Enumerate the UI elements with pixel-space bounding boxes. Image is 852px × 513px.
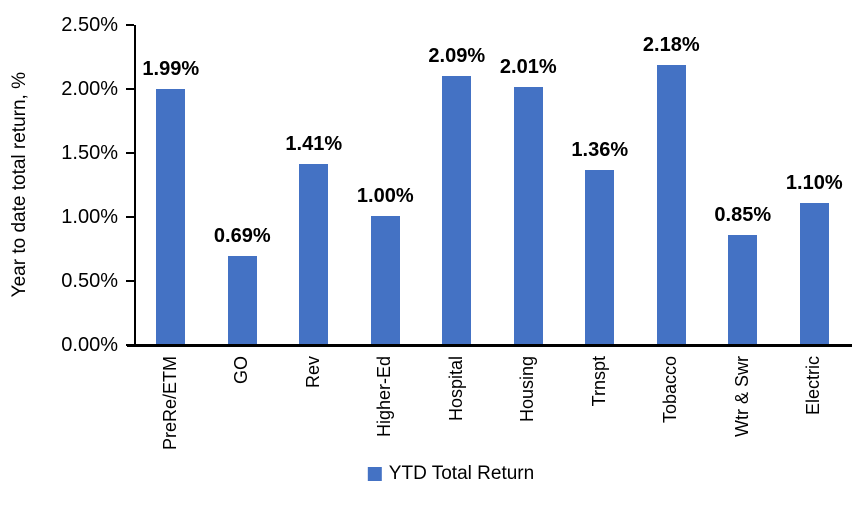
x-axis-line (127, 344, 852, 347)
y-tick-mark (126, 152, 134, 154)
bar-Tobacco (656, 65, 686, 344)
legend-swatch (367, 466, 382, 481)
x-category-label: Trnspt (588, 356, 609, 407)
x-category-label: Tobacco (660, 356, 681, 424)
bar-Rev (299, 164, 329, 344)
y-tick-label: 2.00% (61, 78, 118, 100)
y-tick-label: 0.00% (61, 334, 118, 356)
y-tick-mark (126, 344, 134, 346)
y-axis-title: Year to date total return, % (8, 72, 30, 298)
y-tick-mark (126, 280, 134, 282)
x-category-label: Housing (517, 356, 538, 423)
y-tick-label: 0.50% (61, 270, 118, 292)
x-category-label: Higher-Ed (374, 356, 395, 438)
bar-value-label: 1.10% (785, 172, 843, 194)
y-tick-label: 1.00% (61, 206, 118, 228)
bar-value-label: 1.00% (356, 185, 414, 207)
y-tick-mark (126, 24, 134, 26)
bar-PreRe/ETM (156, 89, 186, 344)
x-category-label: GO (231, 356, 252, 385)
x-category-label: Hospital (445, 356, 466, 422)
bar-value-label: 1.36% (571, 139, 629, 161)
y-tick-mark (126, 216, 134, 218)
bar-Electric (799, 203, 829, 344)
y-tick-label: 2.50% (61, 14, 118, 36)
bar-value-label: 1.41% (285, 133, 343, 155)
legend: YTD Total Return (367, 463, 535, 484)
y-axis-line (134, 25, 136, 345)
y-axis-title-wrap: Year to date total return, % (4, 25, 34, 345)
y-tick-label: 1.50% (61, 142, 118, 164)
bar-value-label: 2.18% (642, 34, 700, 56)
bar-value-label: 1.99% (142, 58, 200, 80)
bar-Housing (513, 87, 543, 344)
x-category-label: Electric (803, 356, 824, 416)
x-category-label: PreRe/ETM (159, 356, 180, 451)
bar-Hospital (442, 76, 472, 344)
bar-value-label: 0.85% (714, 204, 772, 226)
legend-label: YTD Total Return (388, 463, 535, 484)
x-category-label: Rev (302, 356, 323, 389)
bar-value-label: 0.69% (213, 225, 271, 247)
bar-Wtr & Swr (728, 235, 758, 344)
bar-GO (227, 256, 257, 344)
x-category-label: Wtr & Swr (731, 356, 752, 437)
bar-Trnspt (585, 170, 615, 344)
y-tick-mark (126, 88, 134, 90)
bar-Higher-Ed (370, 216, 400, 344)
bar-value-label: 2.09% (428, 45, 486, 67)
bar-value-label: 2.01% (499, 56, 557, 78)
